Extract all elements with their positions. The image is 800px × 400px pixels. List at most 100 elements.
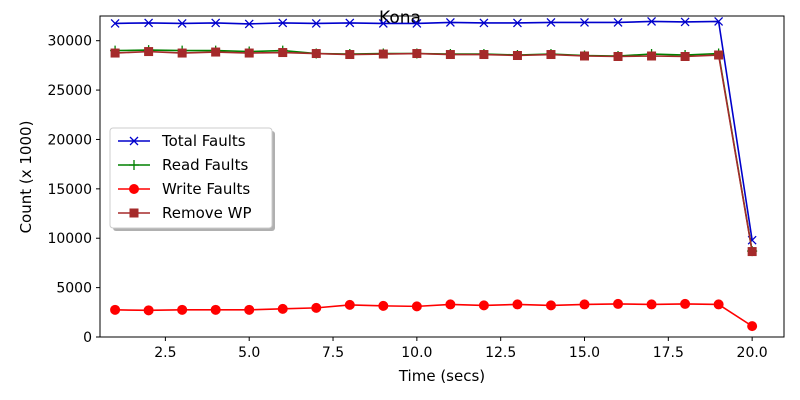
data-point-write-faults: [378, 300, 389, 311]
data-point-remove-wp: [747, 247, 757, 257]
y-axis-label: Count (x 1000): [17, 121, 35, 234]
x-axis-label: Time (secs): [398, 367, 485, 385]
data-point-write-faults: [680, 298, 691, 309]
data-point-write-faults: [579, 299, 590, 310]
data-point-write-faults: [344, 299, 355, 310]
data-point-remove-wp: [345, 50, 355, 60]
series-write-faults: [110, 298, 758, 332]
y-tick-label: 30000: [47, 34, 92, 50]
data-point-total-faults: [378, 18, 388, 28]
data-point-remove-wp: [647, 51, 657, 61]
data-point-remove-wp: [311, 49, 321, 59]
legend-item-total-faults: Total Faults: [118, 132, 246, 150]
series-line-write-faults: [115, 303, 753, 327]
data-point-write-faults: [545, 300, 556, 311]
data-point-total-faults: [244, 19, 254, 29]
data-point-write-faults: [277, 303, 288, 314]
x-axis: 2.5 5.0 7.5 10.0 12.5 15.0 17.5 20.0: [154, 337, 768, 361]
legend: Total Faults Read Faults Write Faults Remov…: [109, 127, 275, 231]
legend-item-read-faults: Read Faults: [118, 156, 248, 174]
x-tick-label: 20.0: [737, 345, 768, 361]
data-point-write-faults: [244, 304, 255, 315]
data-point-write-faults: [110, 304, 121, 315]
series-line-total-faults: [115, 20, 753, 241]
x-tick-label: 15.0: [569, 345, 600, 361]
data-point-write-faults: [445, 299, 456, 310]
y-axis: 0 5000 10000 15000 20000 25000 30000: [47, 34, 100, 346]
data-point-total-faults: [110, 18, 120, 28]
data-point-total-faults: [680, 17, 690, 27]
data-point-total-faults: [479, 18, 489, 28]
data-point-write-faults: [411, 301, 422, 312]
data-point-write-faults: [177, 304, 188, 315]
data-point-write-faults: [512, 299, 523, 310]
data-point-total-faults: [144, 18, 154, 28]
y-tick-label: 15000: [47, 182, 92, 198]
y-tick-label: 0: [83, 330, 92, 346]
data-point-remove-wp: [445, 50, 455, 60]
x-tick-label: 7.5: [322, 345, 344, 361]
data-point-remove-wp: [378, 49, 388, 59]
data-point-remove-wp: [412, 49, 422, 59]
legend-marker: [129, 208, 139, 218]
legend-label: Write Faults: [162, 180, 250, 198]
legend-box: [109, 127, 273, 229]
x-tick-label: 5.0: [238, 345, 260, 361]
series-total-faults: [110, 16, 757, 245]
data-point-write-faults: [311, 302, 322, 313]
legend-item-write-faults: Write Faults: [118, 180, 250, 198]
y-tick-label: 10000: [47, 231, 92, 247]
data-point-write-faults: [713, 299, 724, 310]
data-point-total-faults: [278, 18, 288, 28]
data-point-remove-wp: [512, 51, 522, 61]
data-point-remove-wp: [177, 48, 187, 58]
data-point-write-faults: [210, 304, 221, 315]
x-tick-label: 17.5: [653, 345, 684, 361]
data-point-total-faults: [613, 17, 623, 27]
data-point-remove-wp: [580, 51, 589, 61]
data-point-total-faults: [445, 17, 455, 27]
data-point-remove-wp: [278, 48, 288, 58]
x-tick-label: 10.0: [401, 345, 432, 361]
data-point-remove-wp: [244, 48, 254, 58]
data-point-remove-wp: [546, 50, 556, 60]
x-tick-label: 12.5: [485, 345, 516, 361]
data-point-total-faults: [412, 18, 422, 28]
legend-marker: [129, 160, 139, 170]
data-point-remove-wp: [144, 47, 154, 57]
x-tick-label: 2.5: [154, 345, 176, 361]
data-point-write-faults: [478, 300, 489, 311]
y-tick-label: 25000: [47, 83, 92, 99]
data-point-total-faults: [345, 18, 355, 28]
data-point-total-faults: [177, 18, 187, 28]
series-line-remove-wp: [115, 50, 753, 252]
data-point-remove-wp: [110, 48, 120, 58]
legend-marker: [129, 184, 139, 194]
y-tick-label: 5000: [56, 281, 92, 297]
data-point-total-faults: [580, 17, 589, 27]
data-point-write-faults: [646, 299, 657, 310]
data-point-remove-wp: [680, 51, 690, 61]
data-point-write-faults: [747, 321, 758, 332]
legend-item-remove-wp: Remove WP: [118, 204, 252, 222]
data-point-write-faults: [143, 305, 154, 316]
data-point-total-faults: [647, 16, 657, 26]
data-point-remove-wp: [613, 51, 623, 61]
legend-marker: [129, 136, 139, 146]
legend-label: Total Faults: [161, 132, 246, 150]
data-point-total-faults: [211, 18, 221, 28]
data-point-remove-wp: [211, 47, 221, 57]
data-point-remove-wp: [479, 50, 489, 60]
data-point-remove-wp: [714, 50, 724, 60]
data-point-total-faults: [714, 16, 724, 26]
data-point-write-faults: [613, 298, 624, 309]
data-point-total-faults: [512, 18, 522, 28]
y-tick-label: 20000: [47, 132, 92, 148]
plot-area: [110, 16, 758, 332]
legend-label: Read Faults: [162, 156, 248, 174]
data-point-total-faults: [546, 17, 556, 27]
series-remove-wp: [110, 47, 757, 257]
data-point-total-faults: [311, 18, 321, 28]
legend-label: Remove WP: [162, 204, 252, 222]
